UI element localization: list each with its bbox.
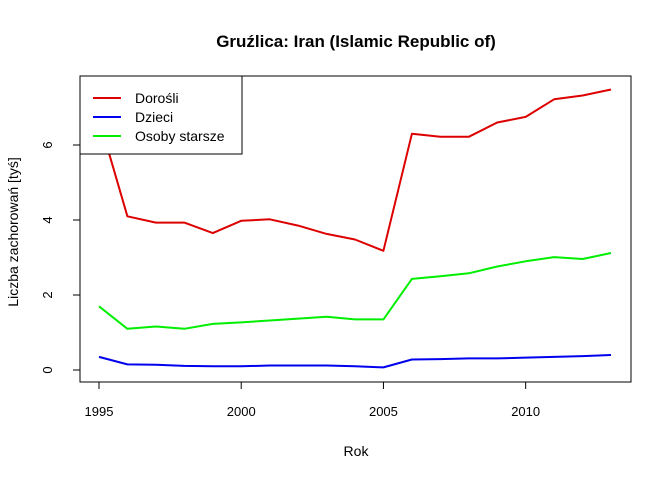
x-axis-label: Rok <box>344 443 370 459</box>
x-tick-label: 2005 <box>369 404 398 419</box>
chart-title: Gruźlica: Iran (Islamic Republic of) <box>216 32 496 51</box>
y-tick-label: 2 <box>40 291 55 298</box>
y-tick-label: 4 <box>40 216 55 223</box>
y-axis-label: Liczba zachorowań [tyś] <box>5 157 21 306</box>
x-tick-label: 2010 <box>511 404 540 419</box>
series-line-dorośli <box>98 88 612 252</box>
axes: 1995 2000 2005 2010 0 2 4 6 <box>40 141 540 419</box>
series-layer <box>98 88 612 369</box>
legend: Dorośli Dzieci Osoby starsze <box>79 75 243 155</box>
legend-box <box>79 75 243 155</box>
y-tick-label: 6 <box>40 141 55 148</box>
series-line-osoby-starsze <box>98 252 612 330</box>
series-line-dzieci <box>98 354 612 369</box>
legend-label: Dorośli <box>135 90 179 106</box>
legend-label: Dzieci <box>135 109 173 125</box>
x-tick-label: 1995 <box>85 404 114 419</box>
x-tick-label: 2000 <box>227 404 256 419</box>
legend-label: Osoby starsze <box>135 128 225 144</box>
y-tick-label: 0 <box>40 366 55 373</box>
